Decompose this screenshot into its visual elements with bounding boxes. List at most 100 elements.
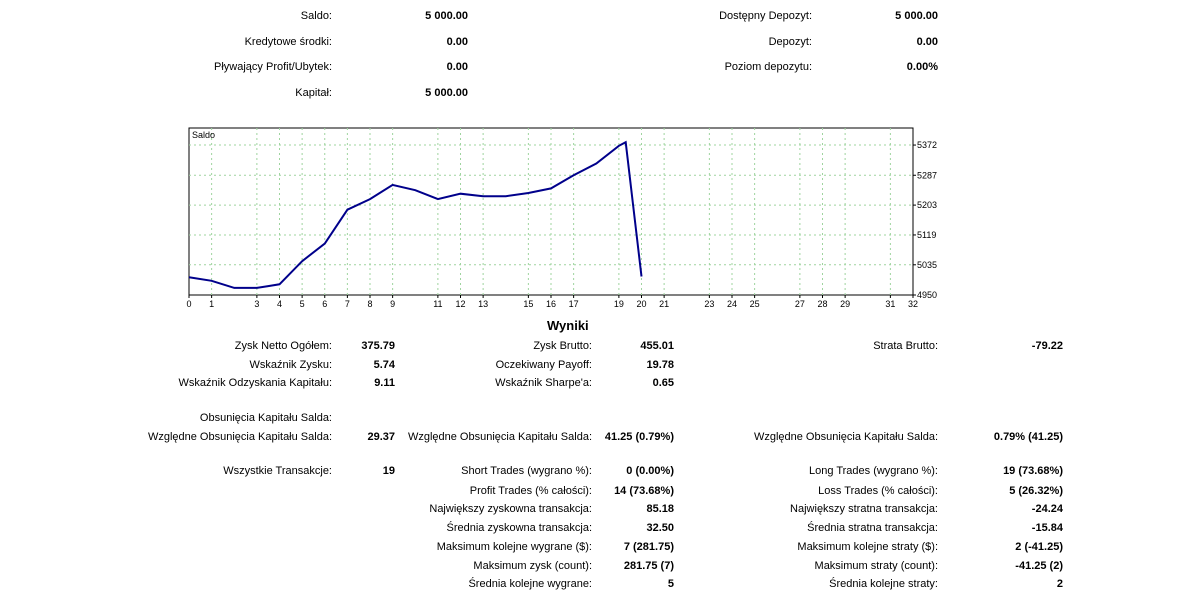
wzgledne-obsuniecia-2-value: 41.25 (0.79%) [604,431,674,443]
x-tick-label: 1 [209,299,214,309]
najwiekszy-strata-label: Największy stratna transakcja: [790,503,938,515]
max-kolejne-straty-label: Maksimum kolejne straty ($): [797,541,938,553]
max-kolejne-wygrane-label: Maksimum kolejne wygrane ($): [436,541,592,553]
y-tick-label: 5035 [917,260,937,270]
strata-brutto-value: -79.22 [1031,340,1063,352]
srednia-strata-value: -15.84 [1031,522,1063,534]
dostepny-depozyt-value: 5 000.00 [895,10,938,22]
x-tick-label: 4 [277,299,282,309]
srednia-kolejne-wygrane-value: 5 [667,578,674,590]
long-trades-value: 19 (73.68%) [1003,465,1063,477]
najwiekszy-zysk-label: Największy zyskowna transakcja: [429,503,592,515]
najwiekszy-strata-value: -24.24 [1031,503,1063,515]
najwiekszy-zysk-value: 85.18 [646,503,674,515]
srednia-kolejne-wygrane-label: Średnia kolejne wygrane: [468,578,592,590]
x-tick-label: 27 [795,299,805,309]
sharpe-label: Wskaźnik Sharpe'a: [495,377,592,389]
x-tick-label: 7 [345,299,350,309]
short-trades-label: Short Trades (wygrano %): [461,465,592,477]
x-tick-label: 0 [186,299,191,309]
x-tick-label: 3 [254,299,259,309]
max-zysk-count-value: 281.75 (7) [623,560,674,572]
chart-frame [188,127,914,296]
kredyt-label: Kredytowe środki: [244,36,332,48]
x-tick-label: 20 [636,299,646,309]
kapital-value: 5 000.00 [425,87,468,99]
poziom-depozytu-value: 0.00% [906,61,938,73]
payoff-value: 19.78 [646,359,674,371]
wzgledne-obsuniecia-1-label: Względne Obsunięcia Kapitału Salda: [147,431,332,443]
zysk-netto-label: Zysk Netto Ogółem: [234,340,332,352]
y-axis: 5372 5287 5203 5119 5035 4950 [913,140,937,300]
kredyt-value: 0.00 [446,36,468,48]
x-tick-label: 17 [569,299,579,309]
depozyt-value: 0.00 [916,36,938,48]
x-tick-label: 11 [433,299,442,309]
srednia-zysk-value: 32.50 [646,522,674,534]
zysk-netto-value: 375.79 [361,340,395,352]
odzyskania-label: Wskaźnik Odzyskania Kapitału: [178,377,332,389]
x-tick-label: 13 [478,299,488,309]
x-tick-label: 6 [322,299,327,309]
x-tick-label: 25 [750,299,760,309]
results-title: Wyniki [547,318,589,333]
chart-grid [189,128,913,295]
wskaznik-zysku-label: Wskaźnik Zysku: [249,359,332,371]
y-tick-label: 5203 [917,200,937,210]
wszystkie-transakcje-label: Wszystkie Transakcje: [223,465,332,477]
short-trades-value: 0 (0.00%) [626,465,674,477]
x-tick-label: 12 [455,299,465,309]
srednia-zysk-label: Średnia zyskowna transakcja: [446,522,592,534]
loss-trades-label: Loss Trades (% całości): [818,485,938,497]
odzyskania-value: 9.11 [374,377,395,389]
saldo-label: Saldo: [300,10,332,22]
depozyt-label: Depozyt: [768,36,812,48]
max-kolejne-straty-value: 2 (-41.25) [1015,541,1063,553]
payoff-label: Oczekiwany Payoff: [495,359,592,371]
zysk-brutto-value: 455.01 [640,340,674,352]
zysk-brutto-label: Zysk Brutto: [533,340,592,352]
max-straty-count-label: Maksimum straty (count): [814,560,938,572]
srednia-kolejne-straty-value: 2 [1056,578,1063,590]
x-tick-label: 5 [300,299,305,309]
wzgledne-obsuniecia-3-label: Względne Obsunięcia Kapitału Salda: [753,431,938,443]
wszystkie-transakcje-value: 19 [382,465,395,477]
max-zysk-count-label: Maksimum zysk (count): [473,560,592,572]
x-axis: 0 1 3 4 5 6 7 8 9 11 12 13 15 16 17 19 20 21 23 24 25 27 28 29 3… [186,295,918,309]
wzgledne-obsuniecia-3-value: 0.79% (41.25) [993,431,1063,443]
x-tick-label: 19 [614,299,624,309]
x-tick-label: 15 [523,299,533,309]
x-tick-label: 16 [546,299,556,309]
loss-trades-value: 5 (26.32%) [1009,485,1063,497]
poziom-depozytu-label: Poziom depozytu: [724,61,812,73]
profit-trades-label: Profit Trades (% całości): [469,485,592,497]
wzgledne-obsuniecia-1-value: 29.37 [367,431,395,443]
x-tick-label: 29 [840,299,850,309]
srednia-strata-label: Średnia stratna transakcja: [807,522,938,534]
balance-series-line [188,140,643,289]
x-tick-label: 8 [367,299,372,309]
kapital-label: Kapitał: [295,87,332,99]
y-tick-label: 5119 [917,230,936,240]
max-kolejne-wygrane-value: 7 (281.75) [623,541,674,553]
saldo-value: 5 000.00 [425,10,468,22]
srednia-kolejne-straty-label: Średnia kolejne straty: [829,578,938,590]
obsuniecia-label: Obsunięcia Kapitału Salda: [199,412,332,424]
x-tick-label: 32 [908,299,918,309]
x-tick-label: 28 [817,299,827,309]
chart-title: Saldo [192,130,215,140]
y-tick-label: 5287 [917,170,937,180]
max-straty-count-value: -41.25 (2) [1015,560,1063,572]
plywajacy-value: 0.00 [446,61,468,73]
sharpe-value: 0.65 [652,377,674,389]
wzgledne-obsuniecia-2-label: Względne Obsunięcia Kapitału Salda: [407,431,592,443]
profit-trades-value: 14 (73.68%) [614,485,674,497]
plywajacy-label: Pływający Profit/Ubytek: [214,61,332,73]
y-tick-label: 4950 [917,290,937,300]
wskaznik-zysku-value: 5.74 [373,359,395,371]
long-trades-label: Long Trades (wygrano %): [808,465,938,477]
x-tick-label: 23 [704,299,714,309]
x-tick-label: 9 [390,299,395,309]
strata-brutto-label: Strata Brutto: [873,340,938,352]
